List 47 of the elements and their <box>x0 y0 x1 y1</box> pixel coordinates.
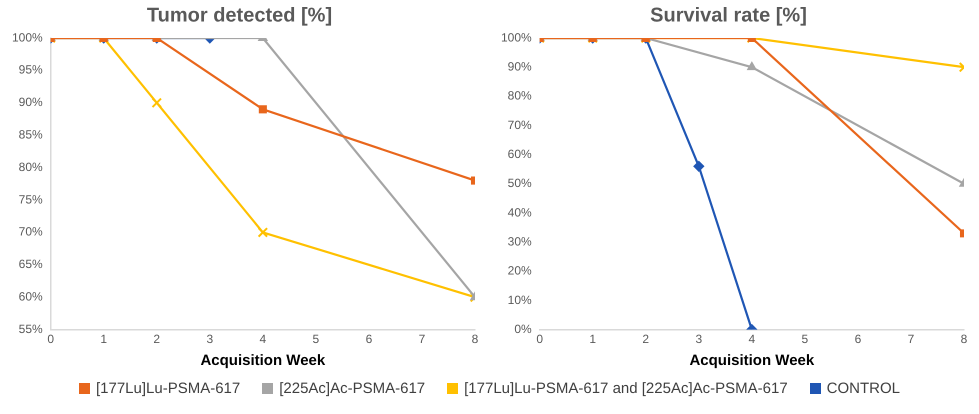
y-tick-label: 20% <box>508 264 532 278</box>
x-axis-title: Acquisition Week <box>200 352 326 370</box>
y-tick-label: 90% <box>18 95 44 110</box>
y-tick-label: 100% <box>500 30 532 44</box>
y-tick-label: 30% <box>508 234 532 248</box>
y-tick-label: 55% <box>18 322 44 336</box>
legend-label: [177Lu]Lu-PSMA-617 and [225Ac]Ac-PSMA-617 <box>464 380 788 397</box>
y-tick-label: 40% <box>508 205 532 220</box>
x-tick-label: 5 <box>312 332 320 346</box>
legend-label: [225Ac]Ac-PSMA-617 <box>279 380 426 397</box>
y-tick-label: 90% <box>508 59 532 74</box>
y-tick-label: 95% <box>18 62 44 77</box>
y-tick-label: 85% <box>18 128 44 142</box>
x-tick-label: 4 <box>748 332 756 346</box>
y-tick-label: 65% <box>18 257 44 272</box>
y-tick-label: 60% <box>508 146 532 161</box>
x-tick-label: 3 <box>206 332 214 346</box>
y-tick-label: 75% <box>18 192 44 206</box>
y-tick-label: 80% <box>18 160 44 174</box>
x-tick-label: 7 <box>418 332 426 346</box>
y-tick-label: 60% <box>18 290 44 304</box>
y-tick-label: 0% <box>514 322 532 336</box>
x-tick-label: 2 <box>153 332 160 346</box>
x-tick-label: 5 <box>802 332 809 346</box>
legend-label: [177Lu]Lu-PSMA-617 <box>96 380 240 397</box>
x-tick-label: 0 <box>47 332 54 346</box>
x-tick-label: 1 <box>589 332 596 346</box>
y-tick-label: 70% <box>18 224 44 239</box>
x-tick-label: 3 <box>695 332 702 346</box>
x-axis-title: Acquisition Week <box>689 352 815 370</box>
x-tick-label: 8 <box>960 332 968 346</box>
y-tick-label: 80% <box>508 88 532 103</box>
x-tick-label: 6 <box>854 332 862 346</box>
x-tick-label: 2 <box>642 332 650 346</box>
chart-title: Tumor detected [%] <box>146 4 332 27</box>
legend-label: CONTROL <box>826 380 900 397</box>
x-tick-label: 6 <box>366 332 373 346</box>
x-tick-label: 7 <box>908 332 915 346</box>
y-tick-label: 10% <box>508 292 532 307</box>
x-tick-label: 0 <box>536 332 544 346</box>
y-tick-label: 70% <box>508 118 532 132</box>
chart-title: Survival rate [%] <box>650 4 807 27</box>
x-tick-label: 4 <box>260 332 266 346</box>
y-tick-label: 100% <box>12 30 44 44</box>
x-tick-label: 1 <box>100 332 108 346</box>
x-tick-label: 8 <box>472 332 479 346</box>
y-tick-label: 50% <box>508 176 532 190</box>
